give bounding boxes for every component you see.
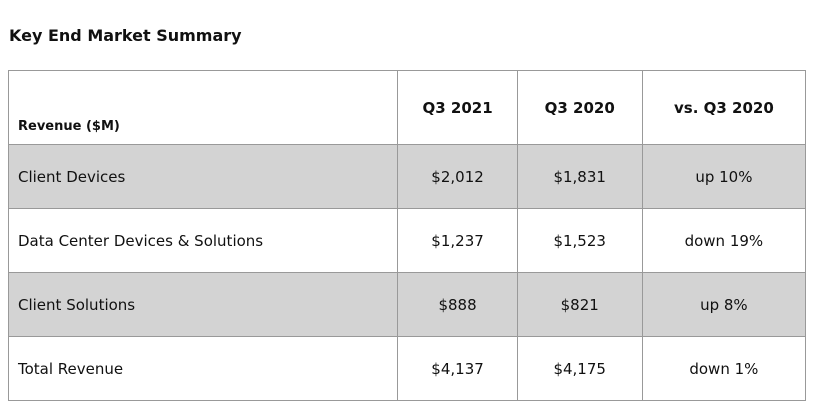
table-cell: $2,012 [397,144,518,209]
table-cell: $1,523 [516,208,643,273]
header-row: Revenue ($M) Q3 2021 Q3 2020 vs. Q3 2020 [7,70,807,145]
table-cell: Data Center Devices & Solutions [7,208,399,273]
table-row: Client Devices $2,012 $1,831 up 10% [7,144,807,209]
header-cell: Q3 2020 [516,70,643,145]
table-row: Client Solutions $888 $821 up 8% [7,272,807,337]
table-body: Client Devices $2,012 $1,831 up 10% Data Cen… [7,144,807,401]
header-cell: Revenue ($M) [7,70,399,145]
table-row: Total Revenue $4,137 $4,175 down 1% [7,336,807,401]
header-cell: Q3 2021 [397,70,518,145]
table-cell: $4,175 [516,336,643,401]
table-cell: $4,137 [397,336,518,401]
table-cell: down 1% [641,336,807,401]
header-cell: vs. Q3 2020 [641,70,807,145]
table-cell: Client Devices [7,144,399,209]
table-cell: up 10% [641,144,807,209]
table-cell: $821 [516,272,643,337]
table-cell: $1,831 [516,144,643,209]
table-cell: $888 [397,272,518,337]
table-cell: down 19% [641,208,807,273]
table-cell: up 8% [641,272,807,337]
table-cell: Client Solutions [7,272,399,337]
table-row: Data Center Devices & Solutions $1,237 $1,… [7,208,807,273]
title: Key End Market Summary [9,26,242,45]
table-cell: $1,237 [397,208,518,273]
table-cell: Total Revenue [7,336,399,401]
summary-table: Revenue ($M) Q3 2021 Q3 2020 vs. Q3 2020 Cl… [7,70,807,401]
